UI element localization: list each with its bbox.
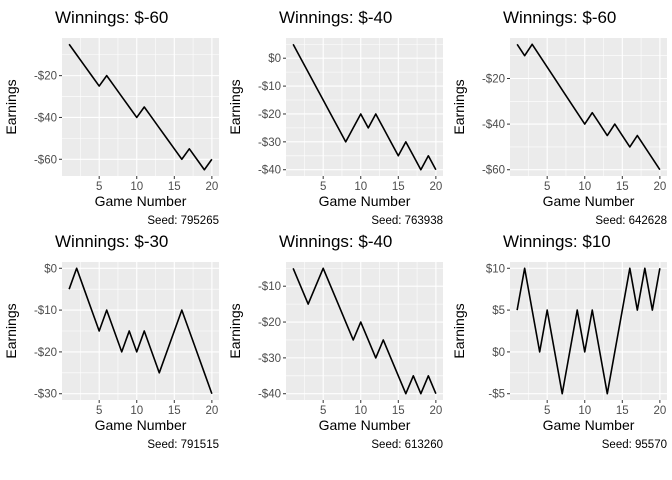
x-tick-label: 10 xyxy=(578,181,591,193)
plot-background xyxy=(510,38,667,176)
x-tick-label: 20 xyxy=(205,181,218,193)
x-tick-label: 10 xyxy=(354,181,367,193)
chart-title: Winnings: $-30 xyxy=(55,232,168,251)
x-tick-label: 5 xyxy=(320,405,326,417)
earnings-line xyxy=(292,43,437,171)
chart-panel-3: 5 10 15 20 -$20 -$40 -$60 Winnings: $-60 Game Nu… xyxy=(451,8,667,227)
y-tick-label: $0 xyxy=(492,347,505,359)
x-tick-label: 5 xyxy=(544,181,550,193)
plot-background xyxy=(62,38,219,176)
seed-caption: Seed: 791515 xyxy=(147,439,219,451)
x-tick-label: 10 xyxy=(130,181,143,193)
chart-title: Winnings: $-60 xyxy=(503,8,616,27)
y-tick-label: -$60 xyxy=(34,154,57,166)
y-axis-label: Earnings xyxy=(451,303,467,358)
y-tick-label: -$10 xyxy=(258,281,281,293)
y-axis-label: Earnings xyxy=(3,79,19,134)
y-tick-label: -$20 xyxy=(258,317,281,329)
x-tick-label: 10 xyxy=(578,405,591,417)
y-tick-label: $10 xyxy=(486,263,505,275)
x-tick-label: 5 xyxy=(96,405,102,417)
chart-title: Winnings: $-60 xyxy=(55,8,168,27)
y-tick-label: -$20 xyxy=(482,73,505,85)
y-tick-label: -$40 xyxy=(258,165,281,177)
x-tick-label: 15 xyxy=(616,181,629,193)
x-tick-label: 15 xyxy=(168,181,181,193)
y-tick-label: -$30 xyxy=(258,137,281,149)
chart-panel-2: 5 10 15 20 $0 -$10 -$20 -$30 -$40 Winnings: $-40 G… xyxy=(227,8,443,227)
y-tick-label: -$20 xyxy=(34,347,57,359)
x-tick-label: 20 xyxy=(653,181,666,193)
earnings-line xyxy=(68,267,213,395)
seed-caption: Seed: 642628 xyxy=(595,215,667,227)
x-axis-label: Game Number xyxy=(543,193,635,209)
y-tick-label: $0 xyxy=(268,53,281,65)
chart-panel-4: 5 10 15 20 $0 -$10 -$20 -$30 Winnings: $-30 Game … xyxy=(3,232,219,451)
y-tick-label: $5 xyxy=(492,305,505,317)
x-axis-label: Game Number xyxy=(95,193,187,209)
chart-title: Winnings: $-40 xyxy=(279,8,392,27)
y-tick-label: -$20 xyxy=(258,109,281,121)
y-tick-label: -$60 xyxy=(482,165,505,177)
y-tick-label: -$30 xyxy=(34,389,57,401)
x-tick-label: 20 xyxy=(205,405,218,417)
x-tick-label: 15 xyxy=(616,405,629,417)
chart-title: Winnings: $-40 xyxy=(279,232,392,251)
x-tick-label: 20 xyxy=(429,181,442,193)
seed-caption: Seed: 613260 xyxy=(371,439,443,451)
seed-caption: Seed: 763938 xyxy=(371,215,443,227)
earnings-line xyxy=(292,267,437,395)
seed-caption: Seed: 795265 xyxy=(147,215,219,227)
x-tick-label: 10 xyxy=(354,405,367,417)
y-axis-label: Earnings xyxy=(227,79,243,134)
x-tick-label: 15 xyxy=(392,181,405,193)
y-tick-label: -$5 xyxy=(488,389,505,401)
y-tick-label: -$10 xyxy=(34,305,57,317)
x-tick-label: 5 xyxy=(544,405,550,417)
x-tick-label: 5 xyxy=(320,181,326,193)
y-tick-label: $0 xyxy=(44,263,57,275)
earnings-line xyxy=(516,267,661,395)
y-tick-label: -$40 xyxy=(258,389,281,401)
earnings-line xyxy=(68,43,213,171)
chart-panel-1: 5 10 15 20 -$20 -$40 -$60 Winnings: $-60 Game Nu… xyxy=(3,8,219,227)
y-tick-label: -$30 xyxy=(258,353,281,365)
chart-panel-6: 5 10 15 20 $10 $5 $0 -$5 Winnings: $10 Game Numbe… xyxy=(451,232,667,451)
y-axis-label: Earnings xyxy=(451,79,467,134)
y-axis-label: Earnings xyxy=(227,303,243,358)
y-tick-label: -$20 xyxy=(34,71,57,83)
x-axis-label: Game Number xyxy=(543,417,635,433)
x-tick-label: 20 xyxy=(653,405,666,417)
x-tick-label: 15 xyxy=(392,405,405,417)
y-axis-label: Earnings xyxy=(3,303,19,358)
y-tick-label: -$10 xyxy=(258,81,281,93)
x-tick-label: 20 xyxy=(429,405,442,417)
y-tick-label: -$40 xyxy=(482,119,505,131)
y-tick-label: -$40 xyxy=(34,112,57,124)
x-tick-label: 5 xyxy=(96,181,102,193)
chart-title: Winnings: $10 xyxy=(503,232,611,251)
earnings-line xyxy=(516,43,661,171)
x-tick-label: 15 xyxy=(168,405,181,417)
x-axis-label: Game Number xyxy=(319,193,411,209)
x-tick-label: 10 xyxy=(130,405,143,417)
x-axis-label: Game Number xyxy=(319,417,411,433)
seed-caption: Seed: 95570 xyxy=(602,439,667,451)
x-axis-label: Game Number xyxy=(95,417,187,433)
chart-panel-5: 5 10 15 20 -$10 -$20 -$30 -$40 Winnings: $-40 Gam… xyxy=(227,232,443,451)
